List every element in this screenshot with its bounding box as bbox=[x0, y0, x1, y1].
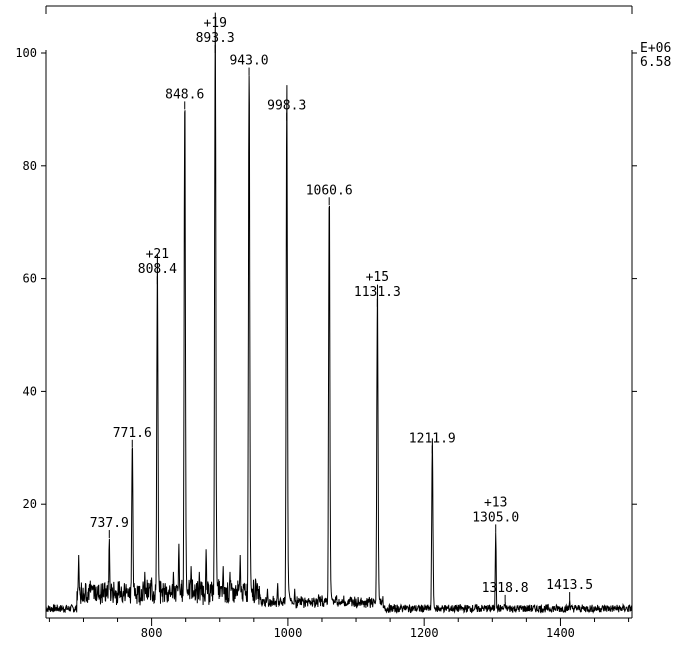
peak-mz-label: 771.6 bbox=[113, 426, 152, 441]
peak-annotation: 998.3 bbox=[267, 99, 306, 121]
peak-charge-label: +15 bbox=[366, 270, 389, 285]
peak-annotation: 737.9 bbox=[90, 516, 129, 539]
peak-annotation: 893.3+19 bbox=[196, 16, 235, 53]
peak-mz-label: 1305.0 bbox=[472, 510, 519, 525]
x-tick-label: 1400 bbox=[546, 626, 575, 640]
y-tick-label: 100 bbox=[15, 46, 37, 60]
peak-annotation: 1211.9 bbox=[409, 431, 456, 454]
peak-charge-label: +13 bbox=[484, 495, 507, 510]
x-tick-label: 1000 bbox=[273, 626, 302, 640]
peak-mz-label: 893.3 bbox=[196, 31, 235, 46]
peak-annotation: 1131.3+15 bbox=[354, 270, 401, 307]
peak-mz-label: 943.0 bbox=[229, 54, 268, 69]
x-axis-ticks: 800 1000 1200 1400 bbox=[48, 618, 630, 640]
peak-labels: 737.9771.6808.4+21848.6893.3+19943.0998.… bbox=[90, 16, 593, 603]
y-tick-label: 80 bbox=[23, 159, 37, 173]
spectrum-trace bbox=[45, 12, 633, 615]
x-tick-label: 800 bbox=[141, 626, 163, 640]
peak-mz-label: 1211.9 bbox=[409, 431, 456, 446]
peak-mz-label: 737.9 bbox=[90, 516, 129, 531]
peak-mz-label: 1060.6 bbox=[306, 183, 353, 198]
peak-annotation: 943.0 bbox=[229, 54, 269, 76]
peak-annotation: 771.6 bbox=[113, 426, 152, 448]
peak-mz-label: 998.3 bbox=[267, 99, 306, 114]
scale-factor-label: 6.58 bbox=[640, 55, 671, 70]
peak-annotation: 1305.0+13 bbox=[472, 495, 519, 533]
peak-annotation: 1413.5 bbox=[546, 578, 593, 601]
peak-mz-label: 1318.8 bbox=[482, 581, 529, 596]
y-tick-label: 60 bbox=[23, 272, 37, 286]
spectrum-line bbox=[45, 12, 633, 615]
peak-mz-label: 808.4 bbox=[138, 262, 177, 277]
peak-annotation: 1060.6 bbox=[306, 183, 353, 206]
peak-mz-label: 1413.5 bbox=[546, 578, 593, 593]
x-tick-label: 1200 bbox=[410, 626, 439, 640]
peak-charge-label: +19 bbox=[203, 16, 226, 31]
y-tick-label: 20 bbox=[23, 497, 37, 511]
peak-annotation: 808.4+21 bbox=[138, 247, 177, 285]
peak-annotation: 848.6 bbox=[165, 87, 204, 110]
y-axis-ticks: 20 40 60 80 100 bbox=[15, 46, 637, 511]
scale-exponent-label: E+06 bbox=[640, 41, 671, 56]
frame bbox=[45, 5, 633, 619]
peak-mz-label: 1131.3 bbox=[354, 285, 401, 300]
peak-annotation: 1318.8 bbox=[482, 581, 529, 603]
peak-charge-label: +21 bbox=[146, 247, 169, 262]
y-tick-label: 40 bbox=[23, 384, 37, 398]
peak-mz-label: 848.6 bbox=[165, 87, 204, 102]
